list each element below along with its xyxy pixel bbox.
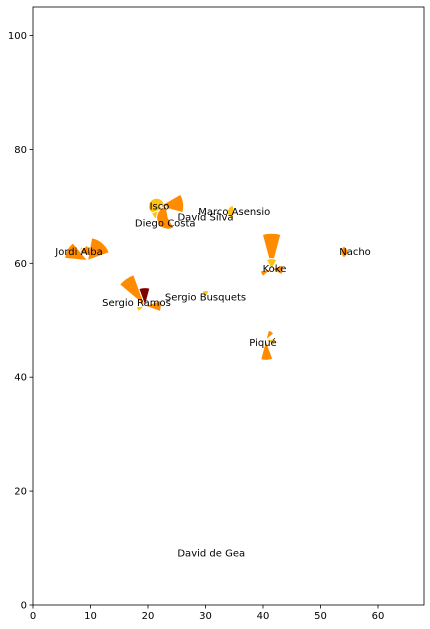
pass-wedge	[135, 305, 147, 313]
player-label: David Silva	[177, 213, 233, 224]
y-tick-label: 20	[14, 487, 27, 498]
pass-wedge	[143, 299, 162, 313]
pass-wedge	[64, 242, 89, 262]
player-label: Nacho	[339, 247, 371, 258]
player-label: David de Gea	[177, 549, 245, 560]
x-tick-label: 20	[142, 611, 155, 622]
pass-wedge	[118, 274, 147, 308]
wedge-layer	[64, 193, 350, 361]
player-label: Koke	[263, 264, 287, 275]
pass-wedge	[340, 245, 350, 259]
player-label: Piqué	[249, 337, 276, 349]
y-tick-label: 40	[14, 373, 27, 384]
player-label: Sergio Ramos	[102, 298, 171, 309]
y-tick-label: 100	[8, 31, 27, 42]
x-tick-label: 60	[372, 611, 385, 622]
y-tick-label: 60	[14, 259, 27, 270]
pass-wedge	[77, 245, 85, 254]
x-tick-label: 10	[84, 611, 97, 622]
pass-wedge	[270, 264, 284, 276]
pass-wedge	[260, 338, 274, 361]
player-label: Jordi Alba	[54, 247, 102, 258]
player-label: Marco Asensio	[198, 207, 270, 218]
x-tick-label: 0	[30, 611, 36, 622]
player-label: Diego Costa	[135, 218, 196, 229]
pass-wedge	[156, 205, 175, 230]
pass-wedge	[158, 193, 185, 214]
pass-wedge	[86, 237, 110, 262]
player-label: Sergio Busquets	[165, 292, 246, 303]
x-tick-label: 50	[314, 611, 327, 622]
pass-wedge	[264, 329, 275, 342]
pass-wedge	[261, 232, 282, 271]
pass-wedge	[138, 287, 151, 308]
pass-wedge	[265, 258, 278, 270]
pass-wedge	[264, 337, 276, 346]
y-tick-label: 0	[21, 601, 27, 612]
pass-wedge	[226, 204, 235, 220]
pass-wedge	[259, 268, 274, 278]
pass-wedge	[201, 290, 210, 299]
x-tick-label: 30	[199, 611, 212, 622]
y-tick-label: 80	[14, 145, 27, 156]
axes-frame	[32, 6, 425, 606]
player-label: Isco	[150, 201, 170, 212]
x-tick-label: 40	[257, 611, 270, 622]
tick-layer: 0 10 20 30 40 50 60 0 20 40 60 80 100	[8, 31, 384, 622]
